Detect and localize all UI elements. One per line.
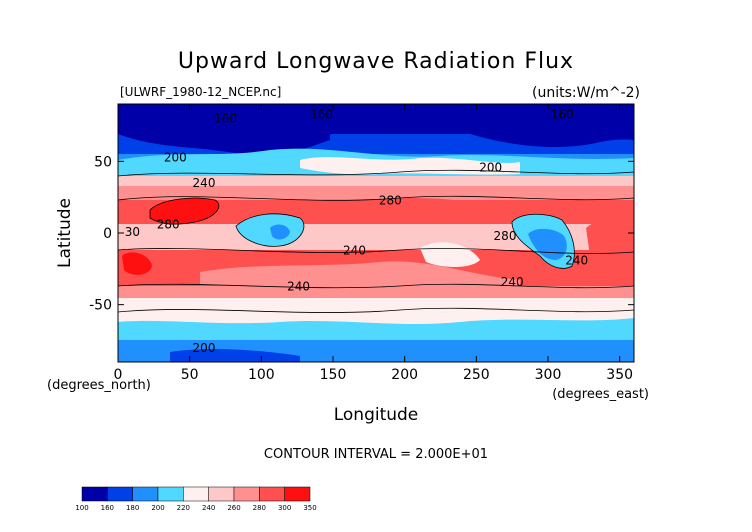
x-tick-label: 150 (320, 367, 347, 383)
colorbar-label: 160 (101, 504, 114, 512)
colorbar-label: 220 (177, 504, 190, 512)
antarctic-dark (170, 349, 300, 362)
colorbar-swatch (81, 486, 108, 502)
southern-ocean-white (118, 305, 634, 324)
contour-line (235, 213, 305, 247)
contour-label: 160 (551, 107, 574, 121)
colorbar-label: 100 (75, 504, 88, 512)
contour-label: 160 (214, 112, 237, 126)
contour-label: 240 (193, 176, 216, 190)
colorbar-label: 280 (253, 504, 266, 512)
contour-labels: 160 160 160 200 240 200 280 280 30 240 280 240 240 24… (125, 107, 588, 355)
contour-label: 280 (379, 193, 402, 207)
colorbar-label: 180 (126, 504, 139, 512)
contour-label: 160 (310, 107, 333, 121)
contour-line (149, 197, 220, 225)
south-america-blue (528, 228, 567, 260)
colorbar-label: 300 (278, 504, 291, 512)
x-tick-label: 250 (463, 367, 490, 383)
contour-label: 280 (157, 218, 180, 232)
contour-label: 240 (343, 244, 366, 258)
contour-line (118, 248, 634, 254)
x-tick-label: 50 (181, 367, 199, 383)
units-label: (units:W/m^-2) (532, 85, 640, 101)
contour-label: 30 (125, 225, 140, 239)
arctic-lobe-east (470, 134, 634, 148)
colorbar-swatch (157, 486, 184, 502)
warm-tongue-central (330, 198, 481, 218)
colorbar-swatch (107, 486, 133, 502)
colorbar-swatch (233, 486, 260, 502)
x-unit-label: (degrees_east) (552, 387, 649, 402)
contour-line (118, 283, 634, 289)
maritime-cyan (236, 213, 304, 247)
y-tick-label: 0 (103, 226, 112, 242)
x-axis-label: Longitude (334, 405, 419, 425)
band-north-sub (118, 186, 634, 200)
contour-label: 240 (501, 275, 524, 289)
y-tick-label: -50 (89, 298, 112, 314)
south-red-west (122, 252, 152, 275)
maritime-blue (270, 224, 290, 240)
y-tick-label: 50 (94, 154, 112, 170)
source-file-label: [ULWRF_1980-12_NCEP.nc] (120, 85, 281, 99)
contour-label: 240 (287, 279, 310, 293)
contour-interval-note: CONTOUR INTERVAL = 2.000E+01 (264, 447, 488, 462)
colorbar-label: 260 (227, 504, 240, 512)
colorbar-label: 350 (303, 504, 316, 512)
colorbar-swatch (208, 486, 235, 502)
contour-label: 200 (193, 341, 216, 355)
axis-ticks: 0 50 100 150 200 250 300 350 -50 0 50 (89, 104, 634, 383)
chart-title: Upward Longwave Radiation Flux (178, 49, 574, 74)
colorbar: 100 160 180 200 220 240 260 280 300 350 (75, 486, 317, 512)
contour-label: 200 (164, 150, 187, 164)
warm-pool-west (150, 198, 219, 225)
contour-label: 200 (479, 160, 502, 174)
contour-line (118, 307, 634, 313)
contour-line (511, 213, 575, 269)
contour-line (118, 195, 634, 201)
x-tick-label: 200 (391, 367, 418, 383)
x-tick-label: 0 (114, 367, 123, 383)
plot-area: 160 160 160 200 240 200 280 280 30 240 280 240 240 24… (118, 104, 634, 362)
contour-line (118, 169, 634, 177)
colorbar-swatch (132, 486, 159, 502)
colorbar-swatch (259, 486, 285, 502)
band-north-sub-light (118, 176, 634, 186)
x-tick-label: 100 (248, 367, 275, 383)
colorbar-label: 240 (202, 504, 215, 512)
colorbar-swatch (183, 486, 209, 502)
colorbar-swatch (284, 486, 311, 502)
y-unit-label: (degrees_north) (47, 378, 151, 393)
africa-red (586, 218, 634, 282)
x-tick-label: 300 (535, 367, 562, 383)
contour-label: 280 (494, 229, 517, 243)
x-tick-label: 350 (606, 367, 633, 383)
y-axis-label: Latitude (55, 198, 75, 268)
band-south-sub-light (118, 286, 634, 298)
colorbar-label: 200 (151, 504, 164, 512)
contour-label: 240 (565, 254, 588, 268)
